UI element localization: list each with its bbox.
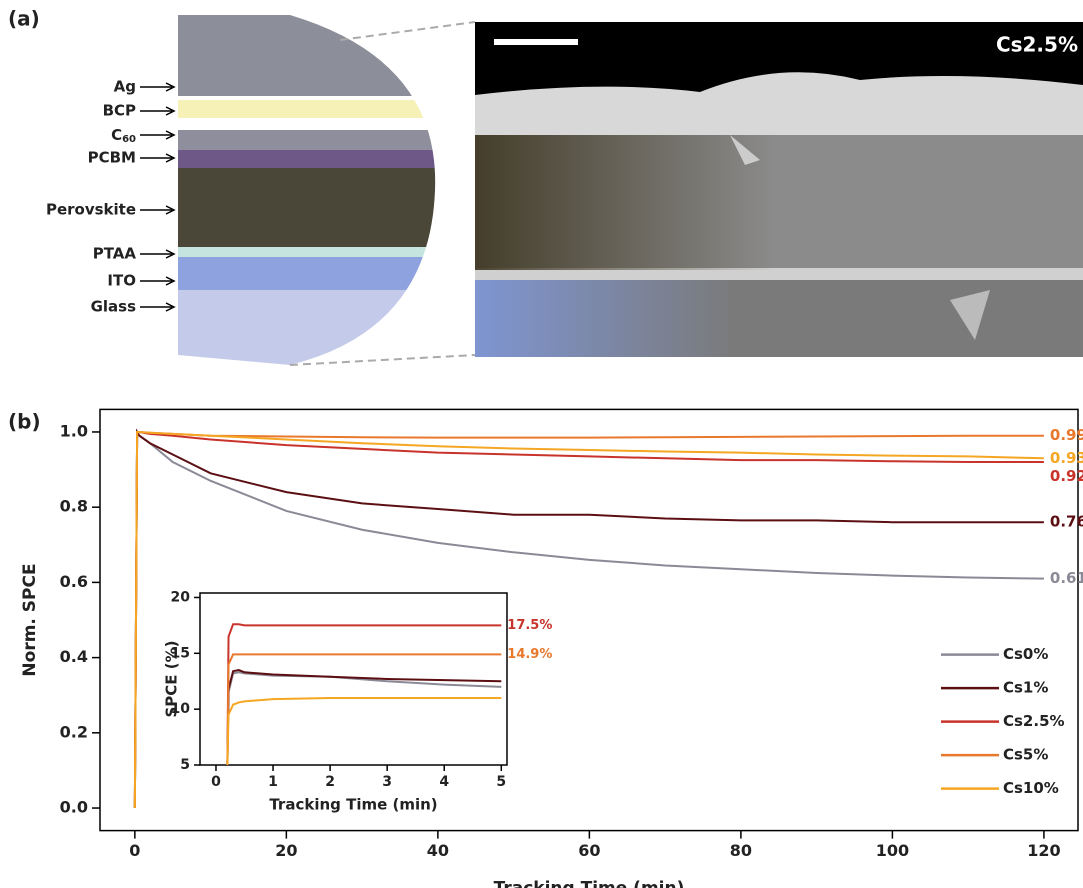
y-axis-label: SPCE (%)	[163, 640, 181, 717]
end-label: 0.76	[1050, 513, 1083, 531]
zoom-line	[340, 22, 475, 40]
y-tick-label: 0.6	[60, 572, 88, 591]
x-tick-label: 4	[439, 774, 449, 790]
layer-stack	[170, 10, 450, 370]
x-tick-label: 80	[730, 841, 752, 860]
layer-label: Glass	[91, 298, 137, 316]
layer-label: BCP	[103, 102, 136, 120]
panel-label: (b)	[8, 410, 41, 434]
panel-label: (a)	[8, 7, 40, 31]
y-tick-label: 0.4	[60, 647, 88, 666]
sem-label: Cs2.5%	[996, 33, 1078, 57]
legend-label: Cs0%	[1003, 645, 1048, 663]
layer-label: ITO	[107, 272, 136, 290]
legend-label: Cs5%	[1003, 746, 1048, 764]
y-tick-label: 0.0	[60, 798, 88, 817]
x-tick-label: 100	[876, 841, 909, 860]
legend-label: Cs1%	[1003, 679, 1048, 697]
x-tick-label: 1	[268, 774, 278, 790]
legend-label: Cs10%	[1003, 779, 1059, 797]
layer-label: Perovskite	[46, 201, 136, 219]
x-tick-label: 40	[427, 841, 449, 860]
y-tick-label: 1.0	[60, 421, 88, 440]
end-label: 0.92	[1050, 467, 1083, 485]
x-axis-label: Tracking Time (min)	[269, 796, 437, 814]
end-label: 14.9%	[507, 647, 552, 662]
x-tick-label: 120	[1027, 841, 1060, 860]
sem-image: Cs2.5%	[475, 22, 1083, 357]
x-tick-label: 0	[129, 841, 140, 860]
y-tick-label: 20	[171, 589, 191, 605]
x-tick-label: 5	[496, 774, 506, 790]
legend-label: Cs2.5%	[1003, 712, 1065, 730]
layer-label: PCBM	[88, 149, 136, 167]
end-label: 0.61	[1050, 569, 1083, 587]
layer-label: Ag	[114, 78, 136, 96]
x-axis-label: Tracking Time (min)	[494, 879, 685, 888]
layer-label: PTAA	[93, 245, 137, 263]
x-tick-label: 3	[382, 774, 392, 790]
y-tick-label: 0.2	[60, 722, 88, 741]
x-tick-label: 0	[211, 774, 221, 790]
end-label: 0.93	[1050, 449, 1083, 467]
y-tick-label: 0.8	[60, 497, 88, 516]
layer-label: C60	[111, 126, 136, 146]
x-tick-label: 20	[275, 841, 297, 860]
figure: (a) Ag BCP C60 PCBM Perovskite PTAA ITO Glass C…	[0, 0, 1083, 888]
y-axis-label: Norm. SPCE	[20, 563, 40, 676]
x-tick-label: 2	[325, 774, 335, 790]
y-tick-label: 5	[180, 757, 190, 773]
layer-labels: Ag BCP C60 PCBM Perovskite PTAA ITO Glass	[46, 78, 174, 316]
end-label: 17.5%	[507, 618, 552, 633]
x-tick-label: 60	[578, 841, 600, 860]
end-label: 0.99	[1050, 426, 1083, 444]
